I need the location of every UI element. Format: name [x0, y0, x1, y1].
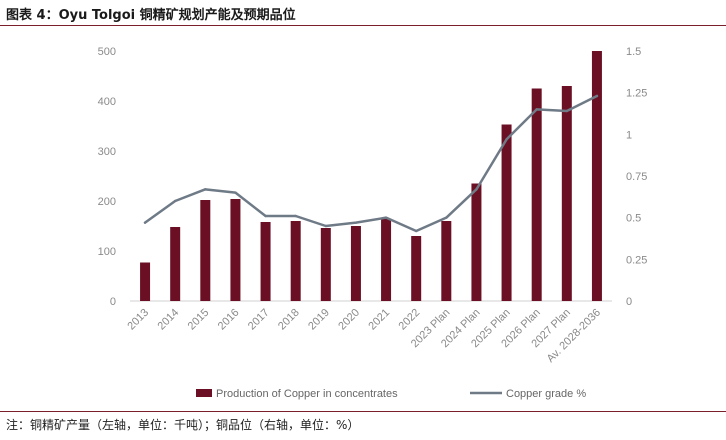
production-bar — [471, 183, 482, 301]
production-bar — [290, 221, 301, 301]
x-tick-label: 2018 — [276, 307, 302, 333]
x-tick-label: 2017 — [246, 307, 272, 333]
copper-grade-point — [324, 224, 328, 228]
copper-grade-point — [565, 109, 569, 113]
figure-note: 注：铜精矿产量（左轴，单位：千吨）；铜品位（右轴，单位：%） — [6, 418, 360, 432]
production-bar — [320, 228, 331, 301]
copper-grade-point — [143, 221, 147, 224]
copper-grade-point — [173, 199, 177, 203]
x-tick-label: 2016 — [216, 307, 242, 333]
y-right-tick-label: 0.75 — [626, 171, 647, 183]
y-right-tick-label: 0.25 — [626, 254, 647, 266]
x-tick-label: 2019 — [306, 307, 332, 333]
copper-grade-point — [475, 188, 478, 191]
x-tick-label: 2015 — [186, 307, 212, 333]
copper-grade-point — [204, 188, 207, 191]
production-bar — [531, 88, 542, 301]
production-bar — [230, 199, 241, 301]
x-tick-label: 2022 — [397, 307, 423, 333]
y-right-tick-label: 1.5 — [626, 46, 641, 58]
legend-line-label: Copper grade % — [506, 388, 586, 400]
copper-grade-line — [143, 94, 599, 233]
x-tick-label: Av. 2028-2036 — [545, 307, 603, 365]
x-tick-label: 2014 — [156, 307, 182, 333]
y-left-tick-label: 400 — [98, 96, 116, 108]
production-bar — [411, 236, 422, 301]
y-left-tick-label: 500 — [98, 46, 116, 58]
copper-grade-point — [234, 191, 237, 194]
legend-bar-label: Production of Copper in concentrates — [216, 388, 398, 400]
y-left-tick-label: 100 — [98, 246, 116, 258]
production-bar — [381, 218, 392, 301]
production-bar — [501, 124, 512, 301]
x-tick-label: 2021 — [366, 307, 392, 333]
copper-grade-point — [414, 229, 418, 233]
title-rule — [0, 25, 726, 26]
copper-grade-point — [384, 216, 388, 219]
copper-grade-point — [264, 214, 267, 218]
y-left-tick-label: 300 — [98, 146, 116, 158]
production-bar — [441, 221, 452, 301]
production-bar — [561, 86, 572, 301]
copper-grade-point — [505, 138, 508, 141]
copper-grade-point — [535, 108, 538, 111]
y-right-tick-label: 0.5 — [626, 213, 641, 225]
y-right-tick-label: 0 — [626, 296, 632, 308]
copper-grade-point — [445, 216, 448, 219]
y-left-tick-label: 200 — [98, 196, 116, 208]
y-right-tick-label: 1 — [626, 129, 632, 141]
production-bar — [591, 51, 602, 301]
copper-grade-point — [294, 214, 297, 218]
copper-chart: 0 100 200 300 400 500 0 0.25 0.5 0.75 1 1.25 1.5 2013… — [98, 46, 648, 400]
production-bar — [200, 200, 211, 301]
figure-title: 图表 4：Oyu Tolgoi 铜精矿规划产能及预期品位 — [6, 8, 296, 23]
copper-grade-point — [595, 94, 599, 98]
production-bar — [140, 262, 151, 301]
note-rule — [0, 411, 726, 412]
production-bar — [350, 226, 361, 301]
x-tick-label: 2013 — [125, 307, 151, 333]
copper-grade-point — [354, 221, 358, 224]
production-bar — [170, 227, 181, 301]
legend-bar-swatch — [196, 389, 212, 397]
y-left-tick-label: 0 — [110, 296, 116, 308]
production-bar — [260, 222, 271, 301]
x-tick-label: 2020 — [336, 307, 362, 333]
y-right-tick-label: 1.25 — [626, 88, 647, 100]
